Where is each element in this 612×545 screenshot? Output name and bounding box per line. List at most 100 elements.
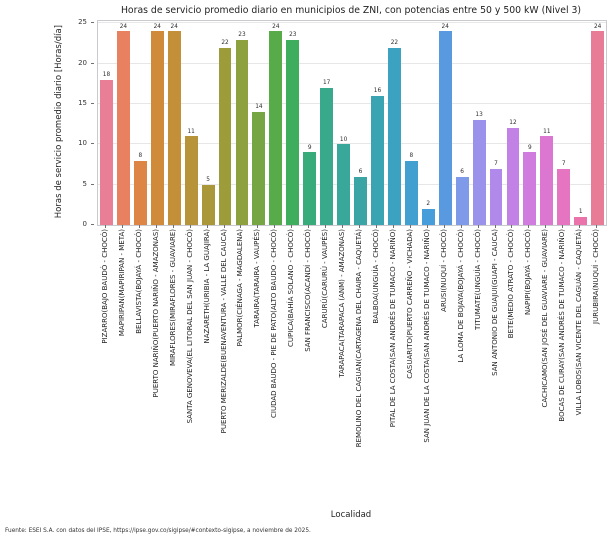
x-tick-mark [104, 225, 106, 228]
bar-slot: 11 [183, 21, 200, 225]
bar [506, 128, 520, 225]
x-tick-label: TITUMATE(UNGUÍA - CHOCÓ) [473, 228, 482, 330]
x-tick-mark [206, 225, 208, 228]
x-tick-slot: PIZARRO(BAJO BAUDÓ - CHOCÓ) [97, 225, 114, 343]
x-tick-label: LA LOMA DE BOJAYA(BOJAYÁ - CHOCÓ) [456, 228, 465, 363]
bar-slot: 24 [437, 21, 454, 225]
bar [523, 152, 537, 225]
bar-slot: 24 [115, 21, 132, 225]
bar-slot: 2 [420, 21, 437, 225]
bar-slot: 22 [386, 21, 403, 225]
bar-slot: 1 [572, 21, 589, 225]
bar-value-label: 8 [409, 152, 414, 159]
bar-value-label: 24 [272, 23, 280, 30]
x-tick-mark [274, 225, 276, 228]
x-tick-slot: REMOLINO DEL CAGUAN(CARTAGENA DEL CHAIRA… [351, 225, 368, 447]
x-tick-label: ARUSI(NUQUÍ - CHOCÓ) [439, 228, 448, 312]
y-tick-label: 25 [78, 18, 87, 27]
bar [557, 168, 571, 225]
bar [184, 136, 198, 225]
bar-slot: 9 [521, 21, 538, 225]
bar [540, 136, 554, 225]
y-tick-mark [90, 143, 94, 145]
y-axis: 0 5 10 15 20 25 [0, 18, 96, 228]
x-tick-slot: BALBOA(UNGUÍA - CHOCÓ) [368, 225, 385, 323]
bar-slot: 11 [538, 21, 555, 225]
gridline [98, 183, 606, 185]
bar-slot: 8 [403, 21, 420, 225]
x-tick-label: BETE(MEDIO ATRATO - CHOCÓ) [507, 228, 516, 338]
x-tick-slot: MIRAFLORES(MIRAFLORES - GUAVIARE) [165, 225, 182, 366]
y-tick-mark [90, 22, 94, 24]
x-tick-mark [562, 225, 564, 228]
source-note: Fuente: ESEI S.A. con datos del IPSE, ht… [5, 528, 311, 534]
y-tick-label: 0 [82, 220, 87, 228]
y-tick-mark [90, 62, 94, 64]
bar-slot: 22 [217, 21, 234, 225]
bar-value-label: 14 [255, 104, 263, 111]
x-tick-slot: SAN JUAN DE LA COSTA(SAN ANDRÉS DE TUMAC… [419, 225, 436, 442]
bar-slot: 24 [149, 21, 166, 225]
bar-value-label: 5 [206, 176, 210, 183]
x-tick-slot: BELLAVISTA(BOJAYÁ - CHOCÓ) [131, 225, 148, 333]
bar-slot: 6 [352, 21, 369, 225]
bar-slot: 17 [318, 21, 335, 225]
bar-value-label: 9 [528, 144, 532, 151]
bar [116, 31, 130, 225]
y-tick-label: 20 [78, 58, 87, 67]
x-tick-mark [596, 225, 598, 228]
bar [574, 216, 588, 225]
bar-slot: 23 [284, 21, 301, 225]
x-tick-label: PUERTO MERIZALDE(BUENAVENTURA - VALLE DE… [219, 228, 228, 433]
bar [489, 168, 503, 225]
bar-slot: 14 [250, 21, 267, 225]
x-tick-mark [545, 225, 547, 228]
x-tick-mark [291, 225, 293, 228]
x-tick-mark [511, 225, 513, 228]
y-tick-mark [90, 103, 94, 105]
x-tick-label: CACHICAMO(SAN JOSÉ DEL GUAVIARE - GUAVIA… [541, 228, 550, 408]
bar-slot: 5 [200, 21, 217, 225]
bar-slot: 24 [267, 21, 284, 225]
x-tick-label: BELLAVISTA(BOJAYÁ - CHOCÓ) [134, 228, 143, 334]
x-tick-label: TARAIRA(TARAIRA - VAUPÉS) [253, 228, 262, 327]
x-tick-mark [460, 225, 462, 228]
bar-value-label: 23 [289, 31, 297, 38]
x-tick-slot: SAN FRANCISCO(ACANDÍ - CHOCÓ) [300, 225, 317, 351]
x-tick-slot: MAPIRIPAN(MAPIRIPAN - META) [114, 225, 131, 336]
bar [472, 120, 486, 225]
x-tick-label: PUERTO NARIÑO(PUERTO NARIÑO - AMAZONAS) [151, 228, 160, 398]
x-tick-label: CASUARITO(PUERTO CARREÑO - VICHADA) [405, 228, 414, 379]
x-tick-label: PALMOR(CIÉNAGA - MAGDALENA) [236, 228, 245, 346]
x-tick-mark [443, 225, 445, 228]
bar [591, 31, 605, 225]
bar-value-label: 8 [138, 152, 143, 159]
y-tick-label: 10 [78, 139, 87, 148]
bar-slot: 24 [166, 21, 183, 225]
x-tick-label: JURUBIRA(NUQUÍ - CHOCÓ) [592, 228, 601, 324]
x-tick-mark [189, 225, 191, 228]
bar-value-label: 6 [460, 168, 464, 175]
gridline [98, 143, 606, 145]
x-tick-label: TARAPACA(TARAPACA (ANM) - AMAZONAS) [338, 228, 347, 378]
x-tick-label: NAZARETH(URIBIA - LA GUAJIRA) [202, 228, 211, 344]
x-axis-labels: PIZARRO(BAJO BAUDÓ - CHOCÓ) MAPIRIPAN(MAP… [97, 225, 605, 512]
x-tick-slot: CACHICAMO(SAN JOSÉ DEL GUAVIARE - GUAVIA… [537, 225, 554, 407]
bar [167, 31, 181, 225]
bar-value-label: 23 [238, 31, 246, 38]
x-tick-mark [121, 225, 123, 228]
x-tick-slot: TARAPACA(TARAPACA (ANM) - AMAZONAS) [334, 225, 351, 377]
bar-value-label: 11 [187, 128, 195, 135]
bar-value-label: 6 [358, 168, 363, 175]
x-tick-slot: NAZARETH(URIBIA - LA GUAJIRA) [199, 225, 216, 343]
x-tick-mark [392, 225, 394, 228]
chart-title: Horas de servicio promedio diario en mun… [120, 5, 582, 16]
bar [371, 96, 384, 225]
x-axis-title: Localidad [330, 510, 372, 520]
x-tick-slot: PITAL DE LA COSTA(SAN ANDRÉS DE TUMACO -… [385, 225, 402, 427]
gridline [98, 103, 606, 105]
x-tick-mark [528, 225, 530, 228]
bar-value-label: 16 [373, 88, 382, 95]
bar-slot: 6 [454, 21, 471, 225]
plot-area: 18 24 8 24 24 11 5 22 23 14 24 23 9 17 10 6 16 22 8 2 24 6 13 7… [97, 20, 607, 226]
